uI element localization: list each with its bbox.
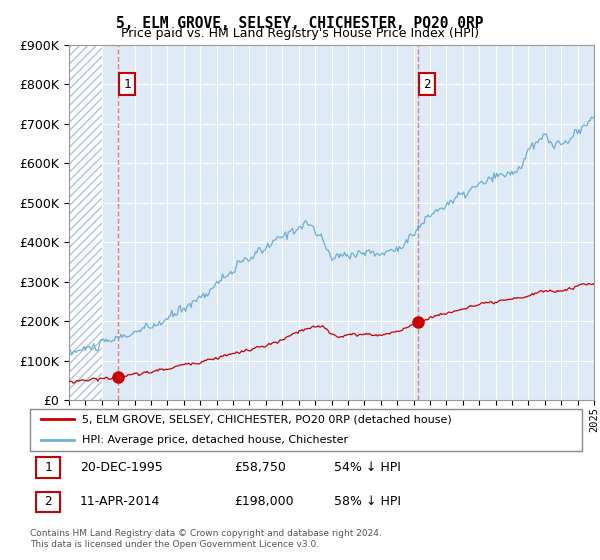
Text: Contains HM Land Registry data © Crown copyright and database right 2024.
This d: Contains HM Land Registry data © Crown c… xyxy=(30,529,382,549)
Text: 5, ELM GROVE, SELSEY, CHICHESTER, PO20 0RP: 5, ELM GROVE, SELSEY, CHICHESTER, PO20 0… xyxy=(116,16,484,31)
Text: 5, ELM GROVE, SELSEY, CHICHESTER, PO20 0RP (detached house): 5, ELM GROVE, SELSEY, CHICHESTER, PO20 0… xyxy=(82,414,452,424)
Text: 2: 2 xyxy=(424,78,431,91)
FancyBboxPatch shape xyxy=(35,492,61,512)
Text: HPI: Average price, detached house, Chichester: HPI: Average price, detached house, Chic… xyxy=(82,435,349,445)
Text: 1: 1 xyxy=(44,461,52,474)
FancyBboxPatch shape xyxy=(30,409,582,451)
Text: 11-APR-2014: 11-APR-2014 xyxy=(80,496,160,508)
Text: £58,750: £58,750 xyxy=(234,461,286,474)
FancyBboxPatch shape xyxy=(35,458,61,478)
Text: 58% ↓ HPI: 58% ↓ HPI xyxy=(334,496,401,508)
Text: 2: 2 xyxy=(44,496,52,508)
Text: 20-DEC-1995: 20-DEC-1995 xyxy=(80,461,163,474)
Text: £198,000: £198,000 xyxy=(234,496,294,508)
Text: Price paid vs. HM Land Registry's House Price Index (HPI): Price paid vs. HM Land Registry's House … xyxy=(121,27,479,40)
Text: 54% ↓ HPI: 54% ↓ HPI xyxy=(334,461,400,474)
Text: 1: 1 xyxy=(123,78,131,91)
